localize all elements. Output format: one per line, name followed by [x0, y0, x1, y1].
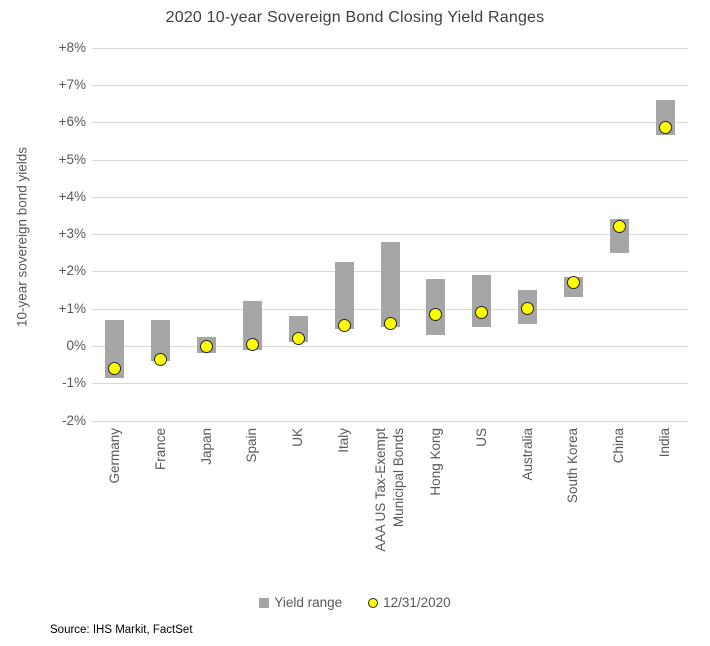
legend: Yield range 12/31/2020: [0, 595, 710, 610]
y-tick-label: +2%: [58, 263, 86, 279]
close-marker: [475, 305, 489, 319]
x-category-label: China: [611, 428, 627, 464]
gridline: [92, 122, 688, 124]
x-category-label: Italy: [336, 428, 352, 453]
x-category-label: AAA US Tax-Exempt: [373, 428, 388, 552]
x-category-label: Japan: [198, 428, 214, 465]
y-tick-label: -1%: [61, 375, 86, 391]
gridline: [92, 383, 688, 385]
y-tick-label: +1%: [58, 300, 86, 316]
x-category-label: India: [657, 428, 673, 458]
x-category-label: UK: [290, 428, 306, 447]
x-category-label: Australia: [519, 428, 535, 481]
close-marker: [612, 220, 626, 234]
yield-range-swatch-icon: [259, 597, 270, 608]
y-tick-label: 0%: [66, 338, 86, 353]
source-note: Source: IHS Markit, FactSet: [50, 624, 193, 636]
close-marker: [200, 339, 214, 353]
close-marker: [521, 302, 535, 316]
gridline: [92, 159, 688, 161]
close-marker: [154, 352, 168, 366]
legend-item-close-date: 12/31/2020: [368, 595, 451, 610]
close-marker: [291, 332, 305, 346]
close-marker: [245, 337, 259, 351]
y-tick-label: +3%: [58, 226, 86, 242]
gridline: [92, 346, 688, 347]
close-marker: [383, 317, 397, 331]
legend-label-close-date: 12/31/2020: [383, 595, 451, 610]
gridline: [92, 420, 688, 422]
close-marker-swatch-icon: [368, 597, 379, 608]
yield-range-bar: [151, 319, 171, 361]
yield-range-bar: [472, 275, 492, 328]
yield-range-bar: [242, 301, 262, 350]
y-tick-label: +7%: [58, 76, 86, 92]
yield-range-bar: [426, 278, 446, 335]
legend-item-yield-range: Yield range: [259, 595, 342, 610]
y-tick-label: -2%: [61, 412, 86, 428]
close-marker: [429, 307, 443, 321]
y-tick-label: +6%: [58, 114, 86, 130]
close-marker: [658, 121, 672, 135]
y-tick-label: +8%: [58, 39, 86, 55]
yield-range-bar: [334, 262, 354, 330]
x-category-label: US: [473, 428, 489, 447]
x-category-label: Germany: [106, 428, 122, 484]
chart-title: 2020 10-year Sovereign Bond Closing Yiel…: [165, 9, 545, 26]
close-marker: [108, 361, 122, 375]
y-tick-label: +5%: [58, 151, 86, 167]
close-marker: [566, 276, 580, 290]
gridline: [92, 196, 688, 198]
x-category-label: France: [152, 428, 168, 471]
gridline: [92, 234, 688, 236]
gridline: [92, 84, 688, 86]
legend-label-yield-range: Yield range: [274, 595, 343, 610]
x-category-label: Spain: [244, 428, 260, 463]
x-category-label: South Korea: [565, 428, 581, 504]
x-category-label: Municipal Bonds: [391, 428, 406, 528]
x-category-label: Hong Kong: [427, 428, 443, 496]
gridline: [92, 47, 688, 49]
y-tick-label: +4%: [58, 188, 86, 204]
yield-range-bar: [380, 241, 400, 328]
close-marker: [337, 318, 351, 332]
